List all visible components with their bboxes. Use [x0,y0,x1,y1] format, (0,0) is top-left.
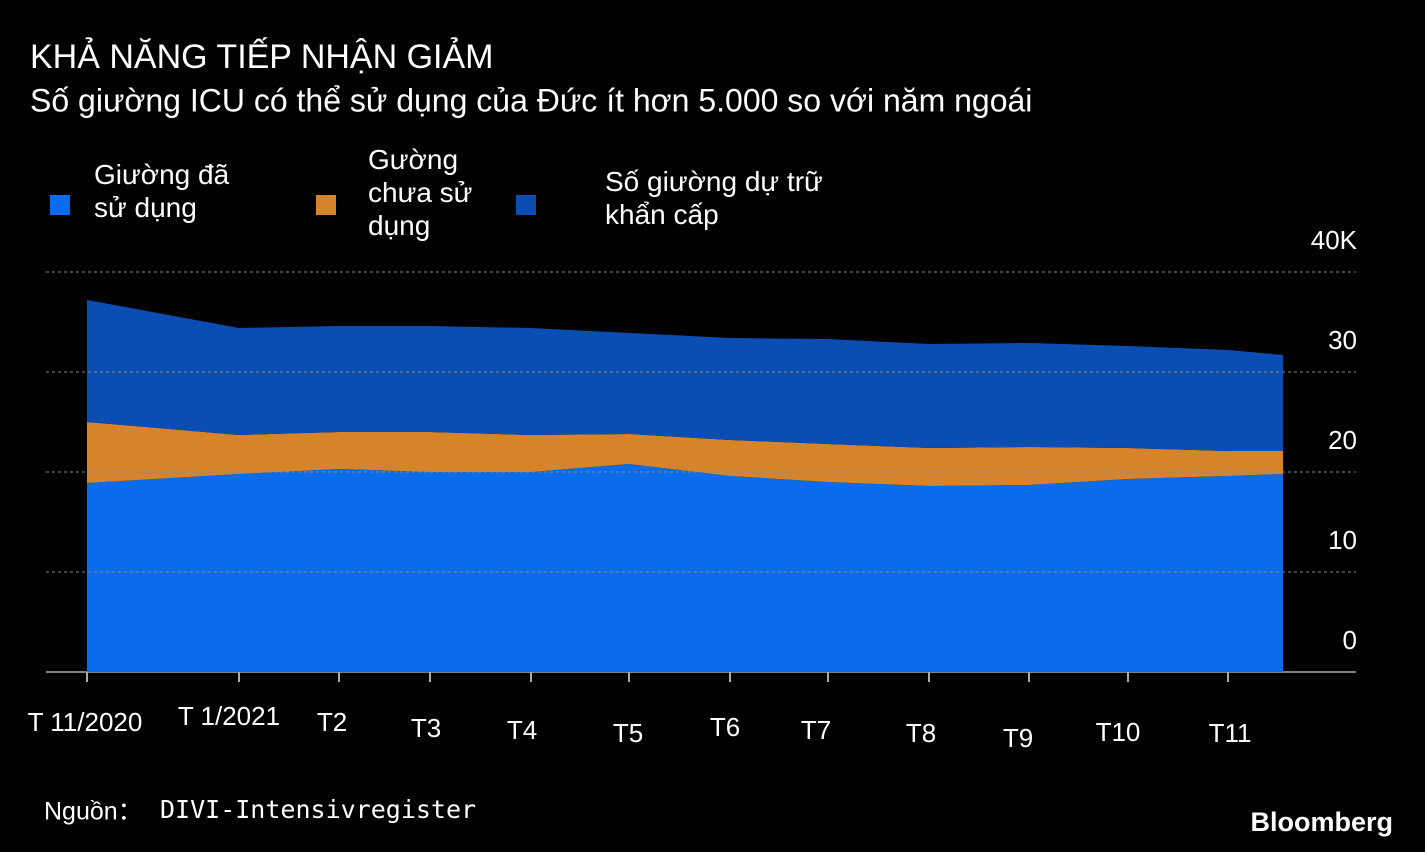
chart-title: KHẢ NĂNG TIẾP NHẬN GIẢM [30,38,494,76]
x-tick-label: T 11/2020 [28,707,143,737]
y-tick-label: 0 [1343,625,1357,655]
y-tick-label: 40K [1311,225,1358,255]
legend-swatch [50,195,70,215]
y-tick-label: 10 [1328,525,1357,555]
x-tick-label: T11 [1209,718,1252,748]
x-tick-label: T3 [411,713,441,743]
source-label: Nguồn： [44,798,143,826]
area [87,300,1283,451]
x-tick-label: T7 [801,715,831,745]
source: DIVI-Intensivregister [160,795,476,824]
brand: Bloomberg [1250,807,1393,837]
legend-label: Gường chưa sử dụng [368,144,473,241]
x-tick-label: T10 [1096,717,1141,747]
chart-subtitle: Số giường ICU có thể sử dụng của Đức ít … [30,82,1032,118]
legend-swatch [516,195,536,215]
x-tick-label: T9 [1003,723,1033,753]
x-tick-label: T 1/2021 [178,701,280,731]
x-tick-label: T2 [317,707,347,737]
areas [87,300,1283,672]
legend-swatch [316,195,336,215]
x-tick-label: T4 [507,715,537,745]
y-tick-label: 30 [1328,325,1357,355]
y-tick-label: 20 [1328,425,1357,455]
x-tick-label: T8 [906,718,936,748]
legend-label: Số giường dự trữ khẩn cấp [605,166,823,230]
legend-label: Giường đã sử dụng [94,159,230,223]
x-tick-label: T6 [710,712,740,742]
area [87,422,1283,486]
x-tick-label: T5 [613,718,643,748]
area [87,464,1283,672]
